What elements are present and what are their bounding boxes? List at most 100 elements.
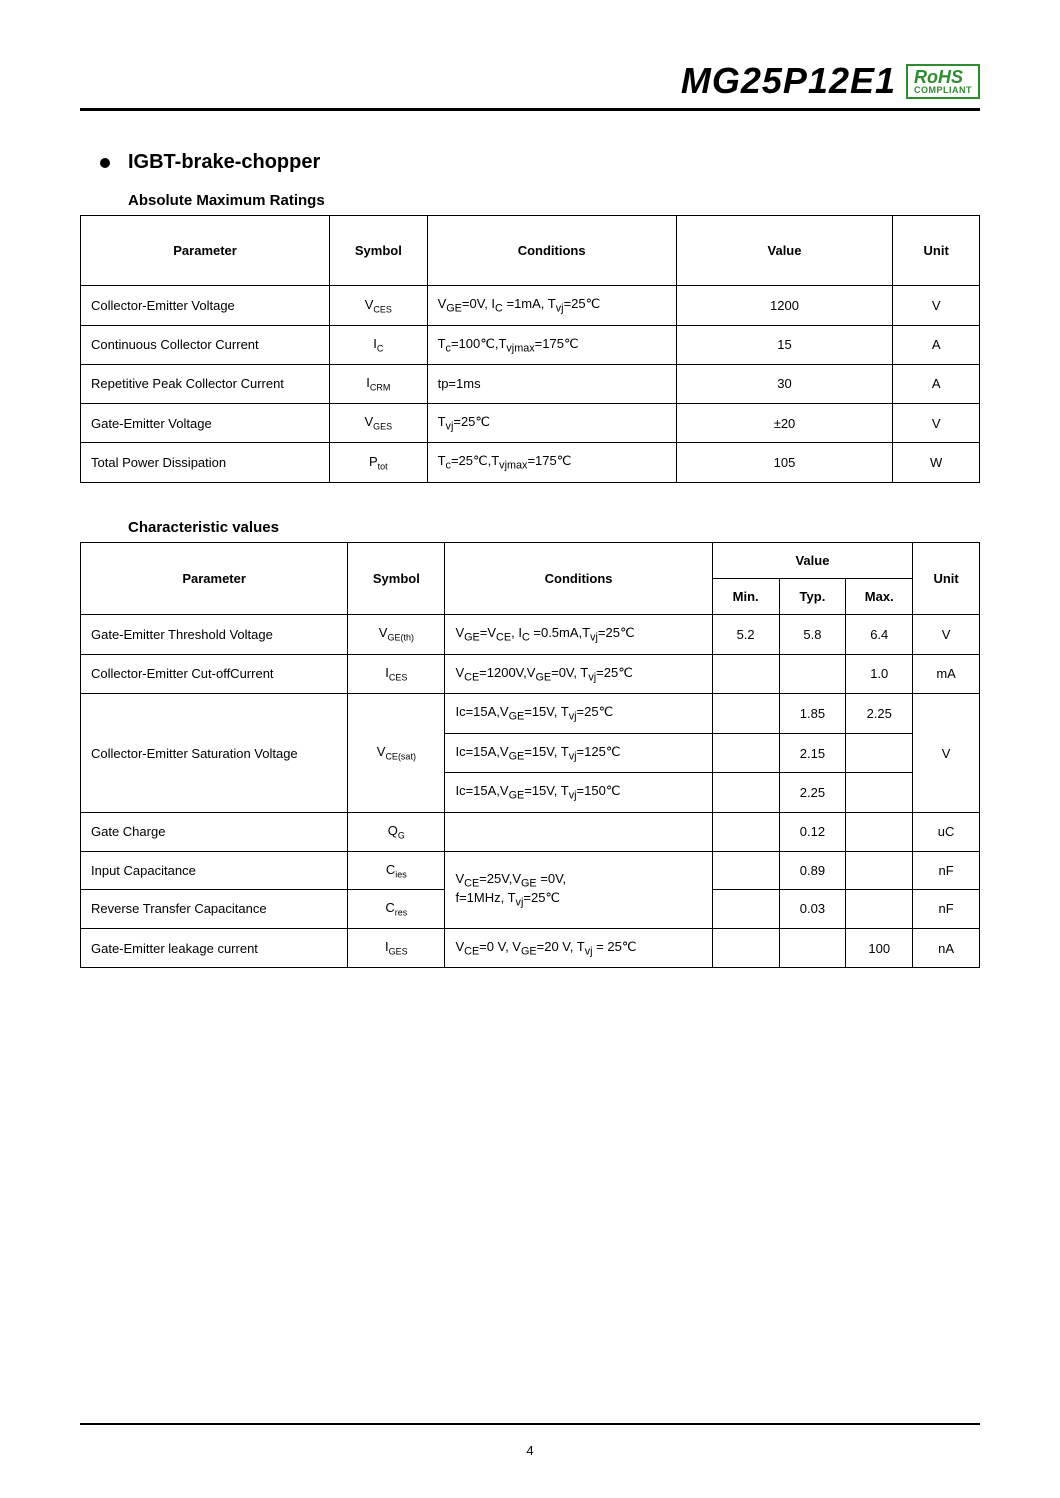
th-parameter: Parameter bbox=[81, 542, 348, 614]
cell-conditions: VCE=25V,VGE =0V, f=1MHz, Tvj=25℃ bbox=[445, 851, 712, 928]
cell-value: 30 bbox=[676, 365, 893, 404]
table2-body: Gate-Emitter Threshold Voltage VGE(th) V… bbox=[81, 614, 980, 967]
cell-value: 1200 bbox=[676, 286, 893, 326]
cell-symbol: VCES bbox=[330, 286, 427, 326]
cell-parameter: Gate-Emitter Threshold Voltage bbox=[81, 614, 348, 654]
cell-conditions: tp=1ms bbox=[427, 365, 676, 404]
th-value: Value bbox=[676, 216, 893, 286]
part-number: MG25P12E1 bbox=[681, 60, 896, 102]
cell-typ: 2.15 bbox=[779, 733, 846, 773]
cell-unit: uC bbox=[913, 812, 980, 851]
cell-max bbox=[846, 890, 913, 929]
cond-line: VCE=25V,VGE =0V, bbox=[455, 871, 703, 890]
cell-parameter: Gate-Emitter Voltage bbox=[81, 403, 330, 443]
cell-parameter: Collector-Emitter Cut-offCurrent bbox=[81, 654, 348, 694]
cell-unit: A bbox=[893, 325, 980, 365]
cell-max: 6.4 bbox=[846, 614, 913, 654]
cell-unit: V bbox=[913, 694, 980, 813]
page-footer: 4 bbox=[80, 1423, 980, 1458]
table-row: Gate-Emitter Voltage VGES Tvj=25℃ ±20 V bbox=[81, 403, 980, 443]
cell-min bbox=[712, 733, 779, 773]
cell-min bbox=[712, 812, 779, 851]
cell-typ: 2.25 bbox=[779, 773, 846, 813]
table-row: Collector-Emitter Voltage VCES VGE=0V, I… bbox=[81, 286, 980, 326]
cell-parameter: Total Power Dissipation bbox=[81, 443, 330, 483]
cell-max bbox=[846, 773, 913, 813]
th-min: Min. bbox=[712, 578, 779, 614]
table1-body: Collector-Emitter Voltage VCES VGE=0V, I… bbox=[81, 286, 980, 483]
cell-parameter: Gate Charge bbox=[81, 812, 348, 851]
th-typ: Typ. bbox=[779, 578, 846, 614]
absolute-maximum-ratings-table: Parameter Symbol Conditions Value Unit C… bbox=[80, 215, 980, 483]
th-value-group: Value bbox=[712, 542, 912, 578]
th-parameter: Parameter bbox=[81, 216, 330, 286]
page-header: MG25P12E1 RoHS COMPLIANT bbox=[80, 60, 980, 111]
th-max: Max. bbox=[846, 578, 913, 614]
cell-conditions: VCE=1200V,VGE=0V, Tvj=25℃ bbox=[445, 654, 712, 694]
cell-typ: 5.8 bbox=[779, 614, 846, 654]
cell-parameter: Gate-Emitter leakage current bbox=[81, 928, 348, 968]
cell-symbol: ICES bbox=[348, 654, 445, 694]
cell-min bbox=[712, 654, 779, 694]
cell-max bbox=[846, 733, 913, 773]
th-symbol: Symbol bbox=[330, 216, 427, 286]
page-number: 4 bbox=[526, 1443, 533, 1458]
cell-value: 105 bbox=[676, 443, 893, 483]
bullet-icon bbox=[100, 158, 110, 168]
table1-title: Absolute Maximum Ratings bbox=[128, 192, 980, 209]
cell-max: 2.25 bbox=[846, 694, 913, 734]
cell-conditions: Ic=15A,VGE=15V, Tvj=125℃ bbox=[445, 733, 712, 773]
table-row: Collector-Emitter Cut-offCurrent ICES VC… bbox=[81, 654, 980, 694]
rohs-bottom: COMPLIANT bbox=[914, 86, 972, 95]
cell-typ bbox=[779, 654, 846, 694]
cell-symbol: QG bbox=[348, 812, 445, 851]
cell-typ: 1.85 bbox=[779, 694, 846, 734]
cell-parameter: Repetitive Peak Collector Current bbox=[81, 365, 330, 404]
cell-max: 1.0 bbox=[846, 654, 913, 694]
th-conditions: Conditions bbox=[427, 216, 676, 286]
cell-min bbox=[712, 773, 779, 813]
table-row: Input Capacitance Cies VCE=25V,VGE =0V, … bbox=[81, 851, 980, 890]
cell-unit: nF bbox=[913, 890, 980, 929]
cell-max bbox=[846, 812, 913, 851]
table-row: Gate-Emitter Threshold Voltage VGE(th) V… bbox=[81, 614, 980, 654]
table-row: Gate Charge QG 0.12 uC bbox=[81, 812, 980, 851]
cell-unit: V bbox=[913, 614, 980, 654]
characteristic-values-table: Parameter Symbol Conditions Value Unit M… bbox=[80, 542, 980, 968]
cell-unit: nF bbox=[913, 851, 980, 890]
cell-symbol: IGES bbox=[348, 928, 445, 968]
cell-parameter: Collector-Emitter Voltage bbox=[81, 286, 330, 326]
cell-value: 15 bbox=[676, 325, 893, 365]
cond-line: f=1MHz, Tvj=25℃ bbox=[455, 890, 703, 909]
table-row: Gate-Emitter leakage current IGES VCE=0 … bbox=[81, 928, 980, 968]
cell-symbol: VCE(sat) bbox=[348, 694, 445, 813]
cell-symbol: IC bbox=[330, 325, 427, 365]
cell-min bbox=[712, 694, 779, 734]
cell-min bbox=[712, 851, 779, 890]
cell-symbol: Ptot bbox=[330, 443, 427, 483]
table-row: Repetitive Peak Collector Current ICRM t… bbox=[81, 365, 980, 404]
cell-unit: mA bbox=[913, 654, 980, 694]
cell-min bbox=[712, 928, 779, 968]
th-conditions: Conditions bbox=[445, 542, 712, 614]
cell-conditions: VGE=0V, IC =1mA, Tvj=25℃ bbox=[427, 286, 676, 326]
th-symbol: Symbol bbox=[348, 542, 445, 614]
table-row: Collector-Emitter Saturation Voltage VCE… bbox=[81, 694, 980, 734]
cell-typ: 0.03 bbox=[779, 890, 846, 929]
cell-symbol: VGE(th) bbox=[348, 614, 445, 654]
th-unit: Unit bbox=[913, 542, 980, 614]
table2-title: Characteristic values bbox=[128, 519, 980, 536]
cell-unit: W bbox=[893, 443, 980, 483]
cell-parameter: Collector-Emitter Saturation Voltage bbox=[81, 694, 348, 813]
cell-conditions: Tvj=25℃ bbox=[427, 403, 676, 443]
cell-symbol: VGES bbox=[330, 403, 427, 443]
cell-conditions: Tc=100℃,Tvjmax=175℃ bbox=[427, 325, 676, 365]
rohs-badge: RoHS COMPLIANT bbox=[906, 64, 980, 99]
cell-conditions: Ic=15A,VGE=15V, Tvj=150℃ bbox=[445, 773, 712, 813]
cell-conditions: Ic=15A,VGE=15V, Tvj=25℃ bbox=[445, 694, 712, 734]
th-unit: Unit bbox=[893, 216, 980, 286]
cell-symbol: Cres bbox=[348, 890, 445, 929]
rohs-top: RoHS bbox=[914, 68, 972, 86]
cell-parameter: Continuous Collector Current bbox=[81, 325, 330, 365]
cell-value: ±20 bbox=[676, 403, 893, 443]
